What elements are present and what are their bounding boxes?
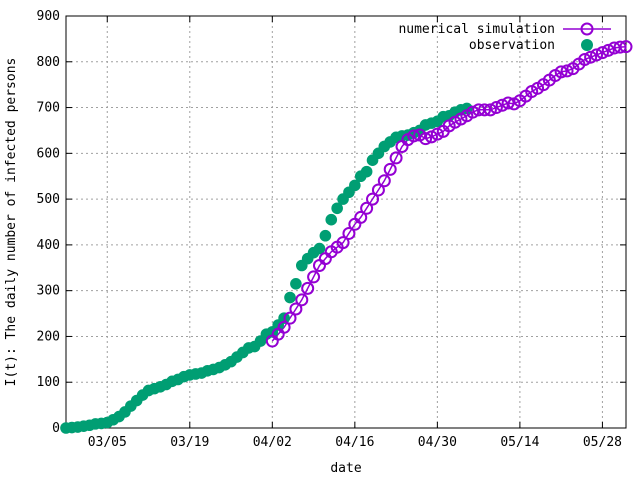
observation-point [284,291,296,304]
observation-point [349,179,361,192]
y-tick-label: 100 [37,375,60,390]
simulation-point [584,50,598,64]
y-tick-label: 800 [37,55,60,70]
simulation-point [554,65,568,79]
x-axis-label: date [330,461,361,476]
simulation-point [419,132,433,146]
grid [66,16,626,428]
observation-point [325,213,338,226]
observation-point [290,278,302,290]
simulation-point [389,151,403,165]
y-tick-label: 500 [37,192,60,207]
legend-marker-simulation [580,22,594,36]
simulation-point [301,281,315,295]
simulation-point [277,320,291,334]
simulation-point [501,96,515,110]
data-series [60,40,633,434]
y-tick-label: 300 [37,284,60,299]
simulation-point [342,226,356,240]
y-tick-label: 700 [37,101,60,116]
observation-point [360,165,373,178]
x-tick-label: 03/05 [88,435,127,450]
simulation-point [489,101,503,115]
observation-point [331,202,343,215]
simulation-point [407,129,421,143]
simulation-point [466,105,480,119]
x-tick-label: 05/14 [500,435,539,450]
simulation-point [601,43,615,57]
observation-point [313,242,326,255]
observation-point [319,229,332,242]
simulation-point [595,46,609,60]
legend-marker-observation [581,39,593,51]
simulation-point [283,311,297,325]
simulation-point [371,183,385,197]
simulation-point [613,40,627,54]
axis-ticks [66,15,626,429]
y-tick-label: 400 [37,238,60,253]
y-tick-label: 200 [37,329,60,344]
x-tick-labels: 03/05 03/19 04/02 04/16 04/30 05/14 05/28 [88,435,622,450]
y-tick-label: 900 [37,9,60,24]
simulation-point [430,127,444,141]
simulation-point [578,52,592,66]
simulation-point [590,48,604,62]
y-tick-label: 600 [37,146,60,161]
simulation-point [289,302,303,316]
simulation-point [478,103,492,117]
y-tick-label: 0 [52,421,60,436]
simulation-point [619,40,633,54]
legend: numerical simulation observation [398,22,611,53]
x-tick-label: 04/30 [418,435,457,450]
simulation-point [360,201,374,215]
y-tick-labels: 0 100 200 300 400 500 600 700 800 900 [37,9,60,436]
legend-label-simulation: numerical simulation [398,22,555,37]
simulation-point [560,64,574,78]
simulation-point [483,103,497,117]
x-tick-label: 03/19 [170,435,209,450]
simulation-point [424,130,438,144]
x-tick-label: 04/02 [253,435,292,450]
simulation-point [354,210,368,224]
x-tick-label: 04/16 [335,435,374,450]
simulation-point [366,192,380,206]
simulation-point [295,293,309,307]
simulation-point [307,270,321,284]
simulation-point [383,162,397,176]
simulation-point [377,174,391,188]
simulation-point [336,236,350,250]
x-tick-label: 05/28 [583,435,622,450]
legend-label-observation: observation [469,38,555,53]
plot-frame [65,15,627,429]
y-axis-label: I(t): The daily number of infected perso… [4,58,19,387]
simulation-line [271,45,627,342]
